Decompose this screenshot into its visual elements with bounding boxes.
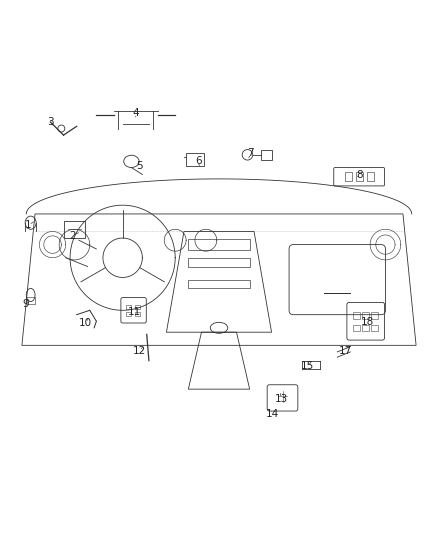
Bar <box>135 305 140 309</box>
Text: 14: 14 <box>266 409 279 419</box>
Bar <box>362 312 369 319</box>
Text: 6: 6 <box>195 156 202 166</box>
Text: 9: 9 <box>22 298 29 309</box>
Bar <box>371 325 378 331</box>
Bar <box>186 152 204 166</box>
Bar <box>353 325 360 331</box>
Bar <box>367 172 374 181</box>
Bar <box>188 280 250 288</box>
Text: 8: 8 <box>357 171 364 180</box>
Bar <box>362 325 369 331</box>
Bar <box>135 312 140 316</box>
Bar <box>64 221 85 238</box>
Bar <box>188 239 250 250</box>
Bar <box>261 150 272 160</box>
Text: 5: 5 <box>136 161 143 171</box>
Text: 13: 13 <box>275 394 288 404</box>
Bar <box>126 312 131 316</box>
Text: 7: 7 <box>247 149 254 158</box>
Text: 12: 12 <box>133 345 146 356</box>
Text: 1: 1 <box>25 220 32 230</box>
Bar <box>188 258 250 266</box>
Text: 17: 17 <box>339 345 352 356</box>
Bar <box>26 297 35 304</box>
Text: 2: 2 <box>69 231 76 241</box>
Text: 3: 3 <box>47 117 54 127</box>
Bar <box>371 312 378 319</box>
Bar <box>356 172 363 181</box>
Text: 11: 11 <box>128 308 141 318</box>
Bar <box>353 312 360 319</box>
Text: 15: 15 <box>301 361 314 372</box>
Bar <box>126 305 131 309</box>
Text: 4: 4 <box>132 108 139 118</box>
Text: 10: 10 <box>79 318 92 328</box>
Bar <box>345 172 352 181</box>
Text: 18: 18 <box>360 317 374 327</box>
